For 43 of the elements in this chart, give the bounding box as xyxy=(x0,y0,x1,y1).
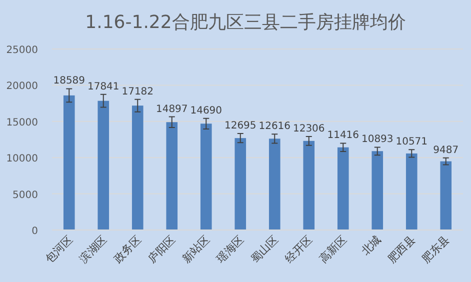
y-tick-label: 20000 xyxy=(6,81,38,92)
y-tick-label: 5000 xyxy=(12,190,38,201)
x-tick-label: 北城 xyxy=(358,232,384,258)
x-tick-label: 蜀山区 xyxy=(248,232,281,266)
chart-title: 1.16-1.22合肥九区三县二手房挂牌均价 xyxy=(85,12,406,33)
data-label: 12695 xyxy=(224,120,256,132)
data-label: 18589 xyxy=(53,76,86,87)
bar xyxy=(406,153,418,230)
bar xyxy=(98,100,110,230)
bar xyxy=(200,124,212,230)
data-label: 17182 xyxy=(122,86,154,98)
data-label: 12306 xyxy=(292,123,325,134)
x-tick-label: 庐阳区 xyxy=(145,232,178,266)
x-tick-label: 滨湖区 xyxy=(76,232,110,266)
data-label: 10893 xyxy=(361,134,394,146)
y-tick-label: 10000 xyxy=(6,154,38,165)
x-tick-label: 包河区 xyxy=(42,232,76,266)
data-label: 11416 xyxy=(327,130,360,142)
x-tick-label: 肥东县 xyxy=(419,232,452,266)
y-tick-label: 0 xyxy=(32,226,38,237)
data-label: 14897 xyxy=(156,104,188,115)
data-label: 17841 xyxy=(87,81,120,92)
bar xyxy=(234,138,246,230)
bar xyxy=(63,95,75,230)
bar xyxy=(268,138,280,230)
y-tick-label: 25000 xyxy=(6,45,38,56)
bar xyxy=(132,106,144,230)
y-tick-label: 15000 xyxy=(6,117,38,128)
bar xyxy=(303,140,315,230)
bar xyxy=(337,147,349,230)
bar xyxy=(166,122,178,230)
bar xyxy=(440,161,452,230)
data-label: 10571 xyxy=(396,136,428,148)
data-label: 9487 xyxy=(433,144,459,156)
data-label: 12616 xyxy=(258,121,291,132)
x-tick-label: 经开区 xyxy=(282,232,315,266)
x-tick-label: 政务区 xyxy=(111,232,144,266)
x-tick-label: 肥西县 xyxy=(385,232,418,266)
bar xyxy=(372,151,384,230)
x-tick-label: 瑶海区 xyxy=(214,232,246,266)
x-tick-label: 新站区 xyxy=(180,232,212,266)
data-label: 14690 xyxy=(190,105,222,116)
x-tick-label: 高新区 xyxy=(316,232,350,266)
